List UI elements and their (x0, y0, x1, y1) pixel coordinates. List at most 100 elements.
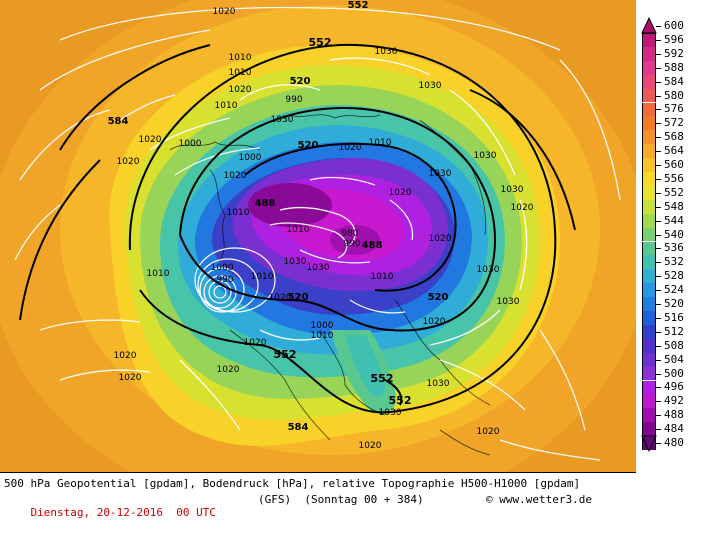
pressure-label: 1020 (117, 157, 140, 167)
legend-swatch (642, 46, 656, 61)
pressure-label: 1010 (369, 138, 392, 148)
legend-swatch (642, 74, 656, 89)
pressure-label: 1030 (271, 115, 294, 125)
pressure-label: 1030 (284, 257, 307, 267)
pressure-label: 1020 (229, 85, 252, 95)
legend-tick (656, 276, 661, 278)
legend-tick-label: 532 (664, 255, 684, 269)
pressure-label: 1010 (371, 272, 394, 282)
legend-swatch (642, 366, 656, 381)
geo-label: 488 (255, 198, 276, 209)
legend-tick-label: 580 (664, 88, 684, 102)
legend-tick (656, 220, 661, 222)
pressure-label: 1020 (213, 7, 236, 17)
legend-tick-label: 480 (664, 436, 684, 449)
legend-tick (656, 123, 661, 125)
geo-label: 520 (288, 292, 309, 303)
color-legend: 600 596 592 588 584 580 576 572 568 564 560 556 552 5… (636, 0, 704, 472)
legend-tick-label: 508 (664, 338, 684, 352)
legend-tick-label: 592 (664, 46, 684, 60)
legend-tick (656, 429, 661, 431)
legend-swatch (642, 199, 656, 214)
legend-swatch (642, 88, 656, 103)
model-run: (GFS) (Sonntag 00 + 384) (258, 493, 424, 506)
legend-swatch (642, 408, 656, 423)
legend-tick (656, 304, 661, 305)
pressure-label: 1010 (311, 331, 334, 341)
legend-tick (656, 359, 661, 361)
pressure-label: 1000 (211, 263, 234, 273)
copyright-link[interactable]: © www.wetter3.de (486, 493, 592, 506)
legend-tick-label: 492 (664, 394, 684, 408)
legend-swatch (642, 255, 656, 270)
legend-tick-label: 496 (664, 380, 684, 394)
legend-tick-label: 576 (664, 102, 684, 116)
legend-swatch (642, 311, 656, 325)
pressure-label: 1010 (147, 269, 170, 279)
pressure-label: 1000 (179, 139, 202, 149)
weather-map: 552 552 584 520 520 488 488 520 520 552 … (0, 0, 637, 472)
pressure-label: 1020 (429, 234, 452, 244)
geo-label: 584 (288, 422, 309, 433)
legend-tick-label: 572 (664, 116, 684, 130)
legend-tick-label: 528 (664, 269, 684, 283)
pressure-label: 990 (216, 275, 233, 285)
pressure-label: 1020 (477, 427, 500, 437)
pressure-label: 1020 (139, 135, 162, 145)
legend-swatch (642, 380, 656, 395)
legend-tick-label: 568 (664, 130, 684, 144)
pressure-label: 1030 (379, 408, 402, 418)
legend-swatch (642, 144, 656, 159)
legend-tick (656, 109, 661, 111)
geo-label: 552 (371, 372, 394, 385)
legend-tick-label: 488 (664, 408, 684, 422)
legend-tick (656, 290, 661, 292)
pressure-label: 1010 (215, 101, 238, 111)
legend-tick (656, 415, 661, 417)
legend-tick-label: 512 (664, 324, 684, 338)
pressure-label: 1030 (419, 81, 442, 91)
pressure-label: 1030 (501, 185, 524, 195)
legend-tick-label: 600 (664, 19, 684, 32)
legend-swatch (642, 297, 656, 311)
legend-tick (656, 262, 661, 264)
pressure-label: 1030 (497, 297, 520, 307)
pressure-label: 990 (343, 239, 360, 249)
legend-tick-label: 548 (664, 199, 684, 213)
pressure-label: 1010 (287, 225, 310, 235)
pressure-label: 1000 (311, 321, 334, 331)
legend-tick (656, 373, 661, 375)
legend-tick (656, 165, 661, 166)
pressure-label: 1020 (224, 171, 247, 181)
geo-label: 552 (389, 394, 412, 407)
legend-tick (656, 345, 661, 347)
pressure-label: 1020 (359, 441, 382, 451)
legend-tick-label: 500 (664, 366, 684, 380)
legend-tick (656, 67, 661, 69)
legend-tick-label: 596 (664, 32, 684, 46)
pressure-label: 1020 (423, 317, 446, 327)
legend-tick (656, 81, 661, 83)
pressure-label: 1030 (307, 263, 330, 273)
map-footer: 500 hPa Geopotential [gpdam], Bodendruck… (0, 472, 636, 519)
legend-swatch (642, 283, 656, 298)
legend-tick (656, 53, 661, 55)
geo-label: 520 (290, 76, 311, 87)
geo-label: 552 (348, 0, 369, 11)
legend-swatch (642, 130, 656, 145)
legend-swatch (642, 422, 656, 437)
legend-tick-label: 504 (664, 352, 684, 366)
geo-label: 552 (274, 348, 297, 361)
legend-swatch (642, 352, 656, 367)
pressure-label: 1020 (119, 373, 142, 383)
legend-tick (656, 248, 661, 250)
pressure-label: 1020 (339, 143, 362, 153)
pressure-label: 1020 (511, 203, 534, 213)
legend-tick-label: 556 (664, 171, 684, 185)
map-description: 500 hPa Geopotential [gpdam], Bodendruck… (4, 477, 581, 490)
geo-label: 520 (298, 140, 319, 151)
legend-tick-label: 584 (664, 74, 684, 88)
legend-tick (656, 39, 661, 41)
pressure-label: 980 (341, 229, 358, 239)
legend-tick (656, 331, 661, 333)
